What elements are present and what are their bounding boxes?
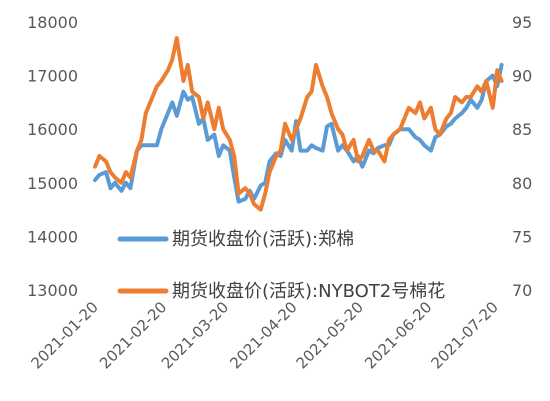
y-left-axis: 13000 14000 15000 16000 17000 18000 [27,13,78,300]
legend-label-series-1: 期货收盘价(活跃):郑棉 [172,229,354,250]
x-axis: 2021-01-202021-02-202021-03-202021-04-20… [27,298,501,372]
x-tick-label: 2021-01-20 [27,298,101,372]
x-tick-label: 2021-03-20 [158,298,232,372]
legend-label-series-2: 期货收盘价(活跃):NYBOT2号棉花 [172,281,445,302]
x-tick-label: 2021-06-20 [361,298,435,372]
legend-item-series-2: 期货收盘价(活跃):NYBOT2号棉花 [117,281,445,302]
series-line-1 [93,62,504,204]
series-line-2 [93,36,504,212]
y-left-tick-label: 18000 [27,13,78,32]
legend-item-series-1: 期货收盘价(活跃):郑棉 [117,229,354,250]
x-tick-label: 2021-07-20 [427,298,501,372]
y-left-tick-label: 15000 [27,174,78,193]
y-left-tick-label: 16000 [27,120,78,139]
y-right-tick-label: 85 [512,120,532,139]
series-layer [93,36,504,212]
x-tick-label: 2021-04-20 [226,298,300,372]
y-left-tick-label: 13000 [27,281,78,300]
y-right-tick-label: 90 [512,67,532,86]
y-right-tick-label: 95 [512,13,532,32]
y-right-tick-label: 75 [512,227,532,246]
y-right-axis: 70 75 80 85 90 95 [512,13,532,300]
y-right-tick-label: 80 [512,174,532,193]
y-right-tick-label: 70 [512,281,532,300]
legend: 期货收盘价(活跃):郑棉 期货收盘价(活跃):NYBOT2号棉花 [117,229,445,302]
y-left-tick-label: 14000 [27,227,78,246]
y-left-tick-label: 17000 [27,67,78,86]
x-tick-label: 2021-05-20 [293,298,367,372]
